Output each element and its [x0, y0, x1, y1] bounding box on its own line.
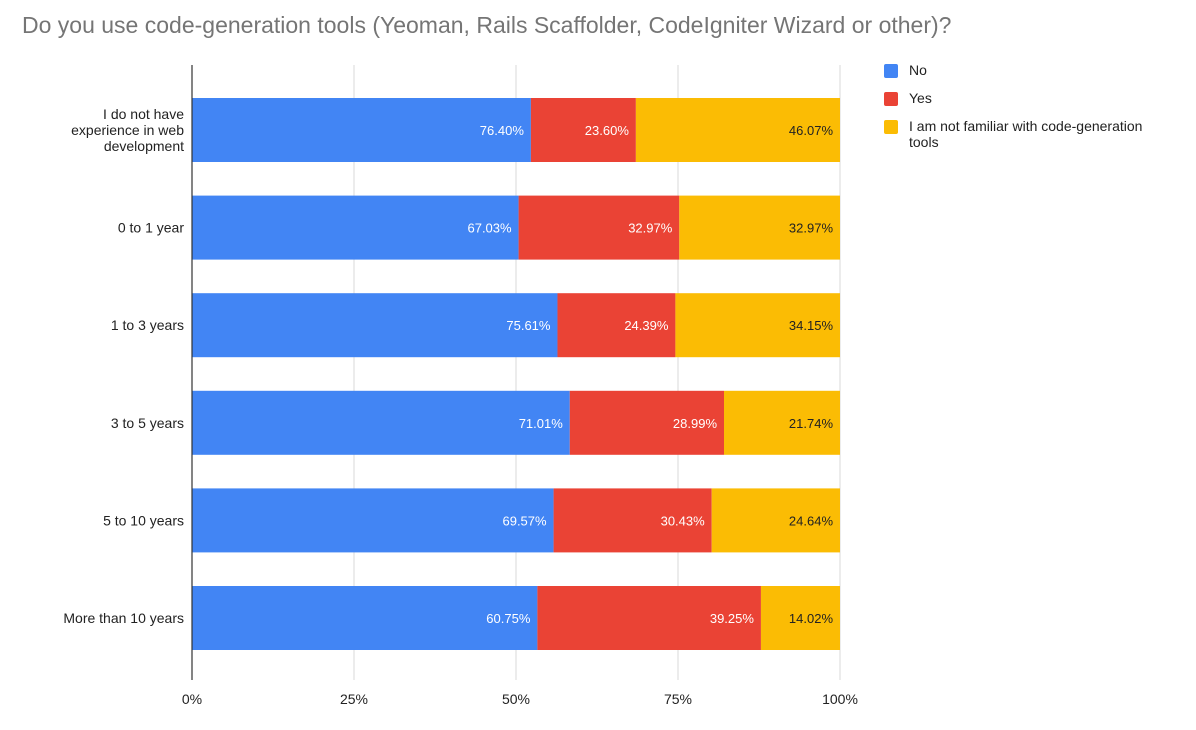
bar-segment: [675, 293, 840, 358]
data-label: 76.40%: [480, 123, 525, 138]
legend-item-yes: Yes: [884, 90, 1174, 106]
data-label: 28.99%: [673, 416, 718, 431]
data-label: 69.57%: [502, 513, 547, 528]
data-label: 21.74%: [789, 416, 834, 431]
legend-swatch-yes: [884, 92, 898, 106]
bar-segment: [518, 195, 680, 260]
bar-segment: [679, 195, 840, 260]
bar-segment: [635, 98, 840, 162]
legend-item-not-familiar: I am not familiar with code-generation t…: [884, 118, 1174, 150]
data-label: 32.97%: [628, 221, 673, 236]
legend-swatch-not-familiar: [884, 120, 898, 134]
bar-segment: [537, 586, 761, 650]
bar-segment: [760, 586, 840, 650]
y-tick-label: 3 to 5 years: [111, 415, 184, 431]
bar-segment: [557, 293, 676, 358]
bar-segment: [569, 390, 725, 455]
bar-segment: [711, 488, 840, 553]
x-tick-label: 50%: [502, 691, 530, 707]
y-tick-label: 1 to 3 years: [111, 317, 184, 333]
y-tick-label: More than 10 years: [63, 610, 184, 626]
chart-title: Do you use code-generation tools (Yeoman…: [22, 12, 952, 38]
legend-label-yes: Yes: [909, 90, 932, 106]
data-label: 23.60%: [585, 123, 630, 138]
bar-segment: [192, 586, 538, 650]
bar-segment: [192, 293, 558, 358]
x-tick-label: 75%: [664, 691, 692, 707]
bar-segment: [553, 488, 712, 553]
data-label: 24.39%: [624, 318, 669, 333]
bar-segment: [192, 98, 531, 162]
data-label: 75.61%: [506, 318, 551, 333]
data-label: 30.43%: [661, 513, 706, 528]
bar-segment: [192, 195, 519, 260]
data-label: 14.02%: [789, 611, 834, 626]
x-tick-label: 100%: [822, 691, 858, 707]
data-label: 71.01%: [519, 416, 564, 431]
y-tick-label: 0 to 1 year: [118, 220, 184, 236]
data-label: 39.25%: [710, 611, 755, 626]
legend-label-not-familiar: I am not familiar with code-generation t…: [909, 118, 1143, 150]
data-label: 67.03%: [467, 221, 512, 236]
bar-segment: [530, 98, 636, 162]
data-label: 34.15%: [789, 318, 834, 333]
bar-segment: [192, 390, 570, 455]
data-label: 46.07%: [789, 123, 834, 138]
bar-segment: [192, 488, 554, 553]
bar-segment: [724, 390, 840, 455]
legend-label-no: No: [909, 62, 927, 78]
legend-swatch-no: [884, 64, 898, 78]
legend-item-no: No: [884, 62, 1174, 78]
data-label: 60.75%: [486, 611, 531, 626]
data-label: 32.97%: [789, 221, 834, 236]
y-tick-label: 5 to 10 years: [103, 512, 184, 528]
x-tick-label: 25%: [340, 691, 368, 707]
y-tick-label: I do not have experience in web developmen…: [71, 106, 184, 154]
data-label: 24.64%: [789, 513, 834, 528]
x-tick-label: 0%: [182, 691, 202, 707]
